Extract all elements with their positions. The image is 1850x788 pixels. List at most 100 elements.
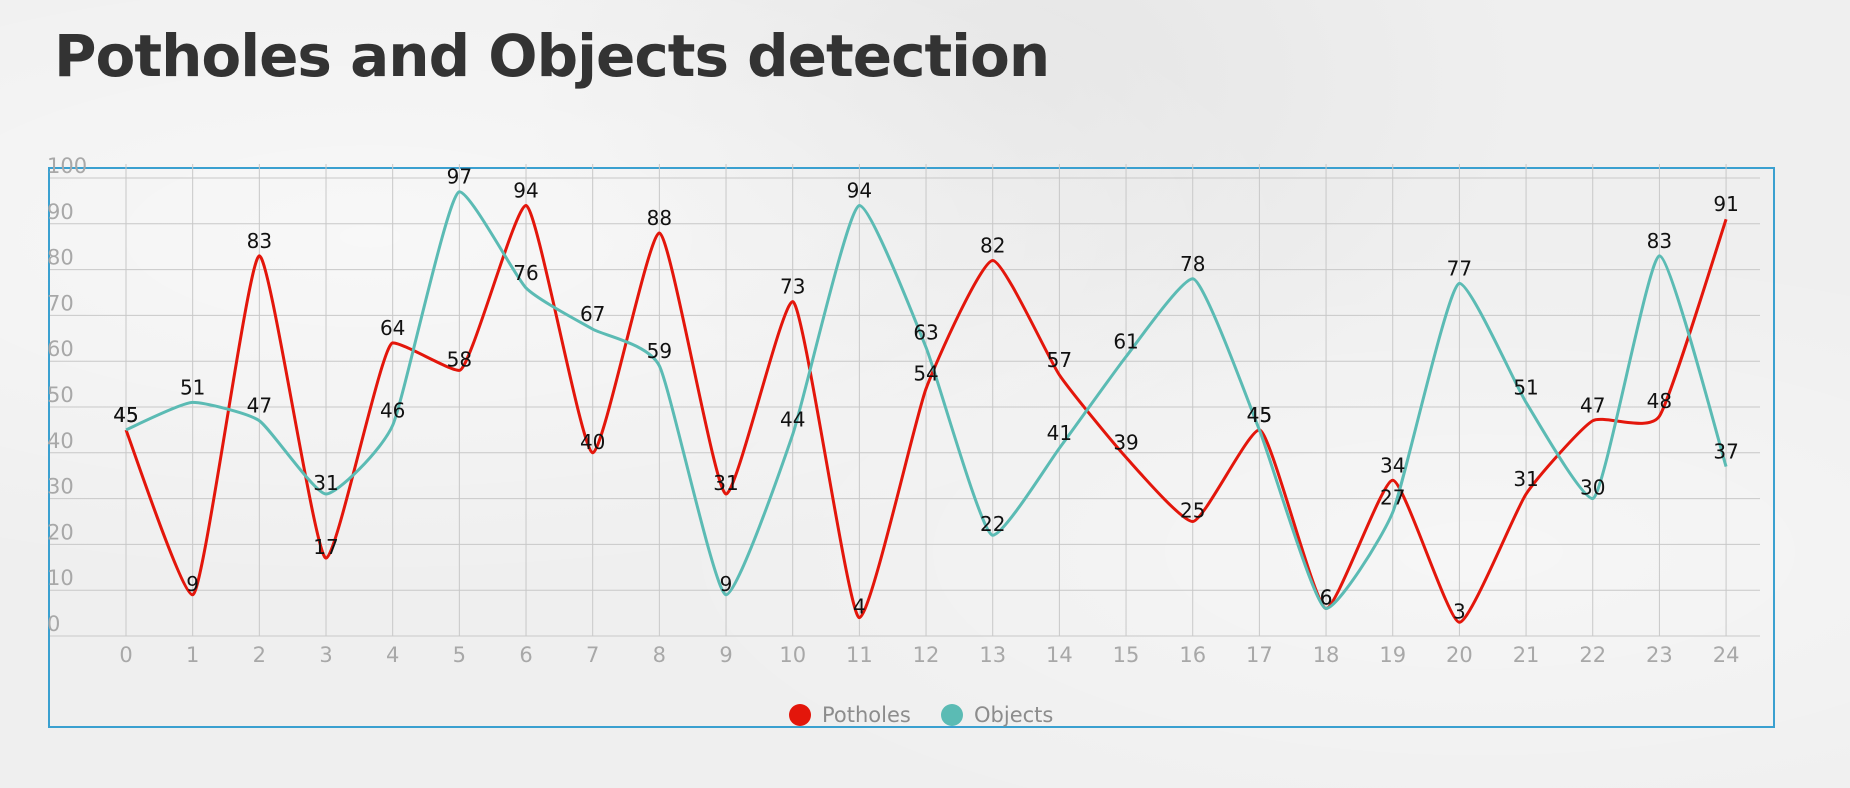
- x-tick-label: 24: [1713, 643, 1740, 667]
- data-label-objects: 37: [1713, 440, 1738, 464]
- chart-legend[interactable]: Potholes Objects: [789, 703, 1053, 727]
- data-label-potholes: 94: [513, 178, 538, 202]
- x-tick-label: 6: [519, 643, 532, 667]
- data-label-potholes: 31: [713, 471, 738, 495]
- data-label-objects: 51: [1513, 375, 1538, 399]
- y-tick-label: 60: [47, 337, 74, 361]
- x-tick-label: 21: [1513, 643, 1540, 667]
- x-tick-label: 16: [1179, 643, 1206, 667]
- series-line-objects: [125, 190, 1728, 611]
- data-label-potholes: 45: [1247, 403, 1272, 427]
- legend-label: Potholes: [822, 703, 911, 727]
- x-tick-label: 17: [1246, 643, 1273, 667]
- data-label-potholes: 45: [113, 403, 138, 427]
- data-label-objects: 78: [1180, 252, 1205, 276]
- legend-label: Objects: [974, 703, 1053, 727]
- y-tick-label: 50: [47, 383, 74, 407]
- x-tick-label: 19: [1379, 643, 1406, 667]
- y-tick-label: 0: [47, 612, 60, 636]
- data-label-objects: 47: [247, 394, 272, 418]
- data-label-objects: 63: [913, 320, 938, 344]
- x-tick-label: 14: [1046, 643, 1073, 667]
- legend-item-objects[interactable]: Objects: [941, 703, 1053, 727]
- chart-grid: [50, 164, 1760, 637]
- data-label-objects: 83: [1647, 229, 1672, 253]
- data-label-potholes: 40: [580, 430, 605, 454]
- data-label-objects: 45: [113, 403, 138, 427]
- data-label-objects: 94: [847, 178, 872, 202]
- data-label-objects: 46: [380, 398, 405, 422]
- y-tick-label: 20: [47, 520, 74, 544]
- data-label-potholes: 83: [247, 229, 272, 253]
- data-label-potholes: 4: [853, 595, 866, 619]
- legend-swatch: [789, 704, 811, 726]
- data-label-objects: 30: [1580, 476, 1605, 500]
- x-tick-label: 11: [846, 643, 873, 667]
- y-tick-label: 80: [47, 246, 74, 270]
- x-tick-label: 3: [319, 643, 332, 667]
- data-label-potholes: 9: [186, 572, 199, 596]
- data-label-objects: 61: [1113, 330, 1138, 354]
- chart-series: [124, 190, 1728, 624]
- page-title: Potholes and Objects detection: [54, 22, 1050, 90]
- y-axis-ticks: 0 10 20 30 40 50 60 70 80 90 100: [47, 154, 87, 636]
- chart-frame: [48, 167, 1775, 728]
- data-label-objects: 27: [1380, 485, 1405, 509]
- data-label-potholes: 58: [447, 347, 472, 371]
- data-label-objects: 59: [647, 339, 672, 363]
- data-label-potholes: 48: [1647, 389, 1672, 413]
- legend-swatch: [941, 704, 963, 726]
- x-tick-label: 13: [979, 643, 1006, 667]
- x-tick-label: 10: [779, 643, 806, 667]
- data-label-potholes: 57: [1047, 348, 1072, 372]
- data-label-potholes: 31: [1513, 467, 1538, 491]
- data-label-potholes: 91: [1713, 192, 1738, 216]
- x-tick-label: 15: [1113, 643, 1140, 667]
- y-tick-label: 30: [47, 475, 74, 499]
- data-label-potholes: 47: [1580, 394, 1605, 418]
- x-tick-label: 1: [186, 643, 199, 667]
- data-label-potholes: 6: [1320, 586, 1333, 610]
- data-label-potholes: 34: [1380, 453, 1405, 477]
- x-tick-label: 0: [119, 643, 132, 667]
- x-tick-label: 5: [453, 643, 466, 667]
- data-label-objects: 77: [1447, 256, 1472, 280]
- x-tick-label: 18: [1313, 643, 1340, 667]
- x-axis-ticks: 0 1 2 3 4 5 6 7 8 9 10 11 12 13 14 15 16 17 18 19 20 21 22 23 24: [119, 643, 1739, 667]
- data-label-objects: 97: [447, 165, 472, 189]
- series-line-potholes: [124, 203, 1728, 624]
- data-label-potholes: 64: [380, 316, 405, 340]
- x-tick-label: 12: [913, 643, 940, 667]
- data-label-objects: 44: [780, 407, 805, 431]
- y-tick-label: 90: [47, 200, 74, 224]
- data-label-potholes: 88: [647, 206, 672, 230]
- data-label-objects: 45: [1247, 403, 1272, 427]
- data-label-objects: 9: [720, 572, 733, 596]
- data-label-potholes: 3: [1453, 599, 1466, 623]
- data-label-potholes: 82: [980, 233, 1005, 257]
- data-label-objects: 22: [980, 512, 1005, 536]
- data-label-objects: 67: [580, 302, 605, 326]
- x-tick-label: 9: [719, 643, 732, 667]
- x-tick-label: 7: [586, 643, 599, 667]
- data-label-potholes: 17: [313, 535, 338, 559]
- x-tick-label: 4: [386, 643, 399, 667]
- x-tick-label: 8: [653, 643, 666, 667]
- data-label-objects: 41: [1047, 421, 1072, 445]
- data-label-potholes: 39: [1113, 430, 1138, 454]
- x-tick-label: 20: [1446, 643, 1473, 667]
- data-label-objects: 51: [180, 375, 205, 399]
- data-label-objects: 6: [1320, 586, 1333, 610]
- data-label-potholes: 25: [1180, 499, 1205, 523]
- y-tick-label: 40: [47, 429, 74, 453]
- data-label-potholes: 73: [780, 275, 805, 299]
- y-tick-label: 100: [47, 154, 87, 178]
- x-tick-label: 23: [1646, 643, 1673, 667]
- data-label-objects: 31: [313, 471, 338, 495]
- x-tick-label: 2: [253, 643, 266, 667]
- data-label-objects: 76: [513, 261, 538, 285]
- legend-item-potholes[interactable]: Potholes: [789, 703, 911, 727]
- data-labels: 45 9 83 17 64 58 94 40 88 31 73 4 54 82 57 39 25 45 6 34 3 31…: [113, 165, 1739, 624]
- y-tick-label: 70: [47, 291, 74, 315]
